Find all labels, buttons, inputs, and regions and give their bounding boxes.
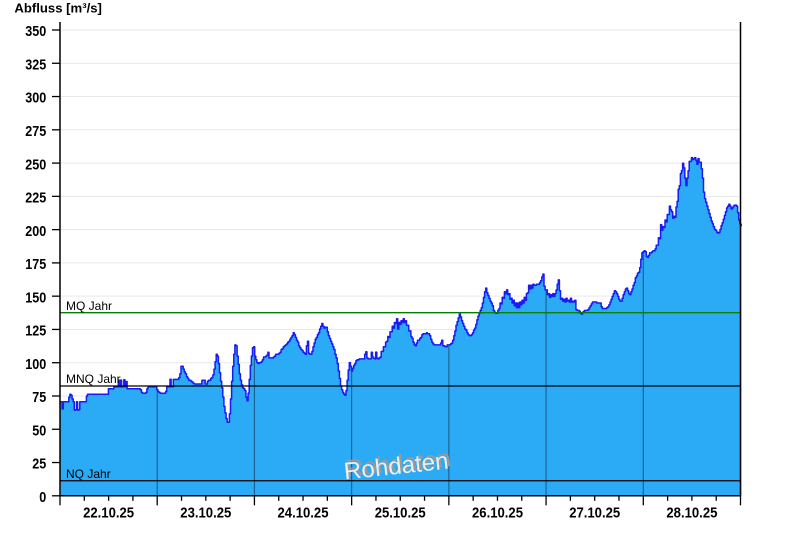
svg-text:23.10.25: 23.10.25 xyxy=(180,505,231,521)
svg-text:125: 125 xyxy=(25,324,46,340)
svg-text:100: 100 xyxy=(25,357,46,373)
svg-text:28.10.25: 28.10.25 xyxy=(666,505,717,521)
svg-text:325: 325 xyxy=(25,57,46,73)
svg-text:24.10.25: 24.10.25 xyxy=(278,505,329,521)
svg-text:25.10.25: 25.10.25 xyxy=(375,505,426,521)
svg-text:Abfluss [m³/s]: Abfluss [m³/s] xyxy=(14,1,102,16)
svg-text:NQ Jahr: NQ Jahr xyxy=(66,467,111,481)
svg-text:75: 75 xyxy=(32,390,46,406)
svg-text:22.10.25: 22.10.25 xyxy=(83,505,134,521)
svg-text:225: 225 xyxy=(25,191,46,207)
svg-text:25: 25 xyxy=(32,457,46,473)
svg-text:150: 150 xyxy=(25,290,46,306)
svg-text:175: 175 xyxy=(25,257,46,273)
svg-text:200: 200 xyxy=(25,224,46,240)
svg-text:0: 0 xyxy=(39,490,46,506)
svg-text:275: 275 xyxy=(25,124,46,140)
svg-text:MQ Jahr: MQ Jahr xyxy=(66,299,112,313)
svg-text:27.10.25: 27.10.25 xyxy=(569,505,620,521)
svg-text:MNQ Jahr: MNQ Jahr xyxy=(66,372,121,386)
svg-text:26.10.25: 26.10.25 xyxy=(472,505,523,521)
svg-text:250: 250 xyxy=(25,157,46,173)
svg-text:300: 300 xyxy=(25,91,46,107)
svg-text:350: 350 xyxy=(25,24,46,40)
svg-text:50: 50 xyxy=(32,423,46,439)
